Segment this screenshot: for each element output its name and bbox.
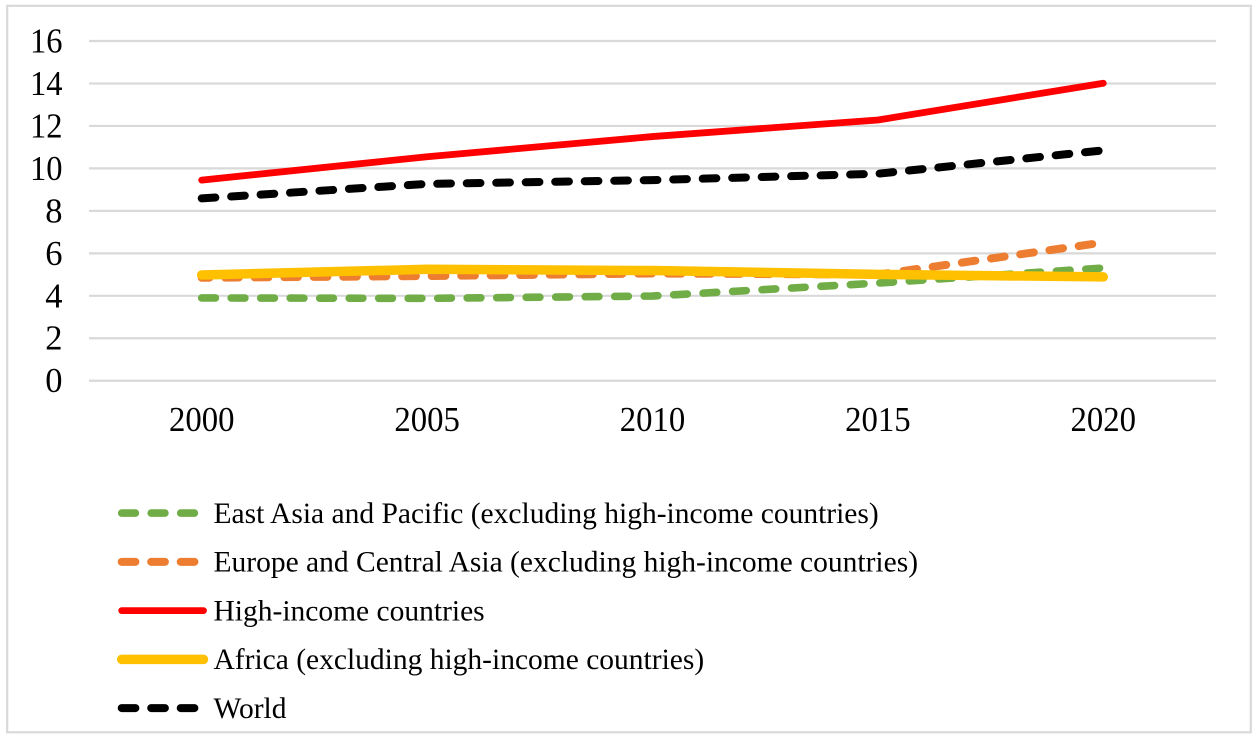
svg-text:0: 0 xyxy=(45,362,62,400)
svg-text:2005: 2005 xyxy=(394,401,460,439)
svg-text:Europe and Central Asia (exclu: Europe and Central Asia (excluding high-… xyxy=(214,547,919,579)
svg-text:6: 6 xyxy=(45,235,62,273)
svg-text:8: 8 xyxy=(45,192,62,230)
svg-text:Africa (excluding high-income: Africa (excluding high-income countries) xyxy=(214,644,705,676)
svg-text:2015: 2015 xyxy=(845,401,911,439)
svg-text:High-income countries: High-income countries xyxy=(214,595,485,627)
svg-text:12: 12 xyxy=(30,107,63,145)
svg-text:World: World xyxy=(214,693,287,725)
svg-text:16: 16 xyxy=(30,22,63,60)
svg-text:14: 14 xyxy=(30,65,63,103)
svg-text:2: 2 xyxy=(45,320,62,358)
svg-text:2010: 2010 xyxy=(620,401,686,439)
svg-text:East Asia and Pacific (excludi: East Asia and Pacific (excluding high-in… xyxy=(214,498,879,530)
svg-text:10: 10 xyxy=(30,150,63,188)
svg-text:2020: 2020 xyxy=(1071,401,1137,439)
svg-text:2000: 2000 xyxy=(169,401,235,439)
svg-text:4: 4 xyxy=(45,277,62,315)
